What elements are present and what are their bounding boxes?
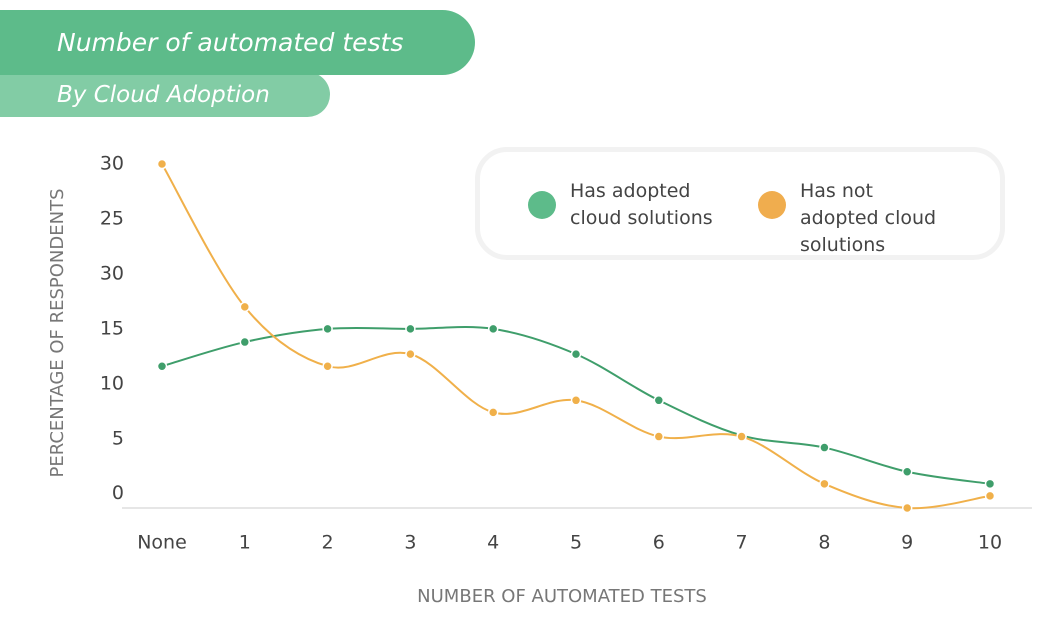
x-tick-label: 6 (653, 532, 665, 554)
data-point (901, 466, 913, 477)
data-point (322, 360, 333, 372)
x-tick-label: 10 (978, 532, 1002, 554)
data-point (239, 336, 251, 348)
x-tick-label: 7 (736, 532, 748, 554)
legend-swatch (528, 191, 556, 219)
x-tick-label: 5 (570, 532, 582, 554)
data-point (570, 348, 582, 360)
data-point (156, 360, 168, 372)
data-point (570, 395, 582, 406)
data-point (653, 395, 665, 406)
chart-subtitle: By Cloud Adoption (0, 72, 330, 117)
data-point (239, 301, 251, 313)
data-point (405, 323, 416, 335)
legend-label: Has adopted cloud solutions (570, 180, 713, 229)
y-tick-label: 10 (100, 372, 124, 394)
data-point (736, 431, 747, 442)
data-point (405, 348, 416, 360)
data-point (901, 502, 913, 514)
data-point (487, 323, 499, 335)
x-tick-label: 2 (322, 532, 334, 554)
data-point (819, 478, 830, 490)
y-tick-label: 0 (112, 482, 124, 504)
x-tick-label: 1 (239, 532, 251, 554)
legend: Has adopted cloud solutions Has not adopt… (475, 147, 1005, 260)
legend-item: Has not adopted cloud solutions (758, 178, 950, 259)
data-point (487, 407, 499, 418)
x-tick-label: 3 (404, 532, 416, 554)
x-tick-label: 9 (901, 532, 913, 554)
x-tick-label: 4 (487, 532, 499, 554)
y-axis-label: PERCENTAGE OF RESPONDENTS (47, 188, 68, 477)
y-tick-label: 25 (100, 207, 124, 229)
chart-title: Number of automated tests (0, 10, 475, 75)
legend-item: Has adopted cloud solutions (528, 178, 720, 232)
series-line (161, 163, 991, 510)
data-point (653, 431, 665, 442)
legend-swatch (758, 191, 786, 219)
y-tick-label: 5 (112, 427, 124, 449)
data-point (984, 490, 996, 502)
y-tick-label: 30 (100, 153, 124, 175)
data-point (984, 478, 996, 490)
x-tick-label: 8 (818, 532, 830, 554)
data-point (819, 442, 830, 453)
y-tick-label: 15 (100, 317, 124, 339)
data-point (322, 323, 333, 335)
y-tick-label: 30 (100, 262, 124, 284)
legend-label: Has not adopted cloud solutions (800, 180, 937, 256)
x-tick-label: None (137, 532, 187, 554)
data-point (156, 158, 168, 170)
x-axis-label: NUMBER OF AUTOMATED TESTS (417, 586, 707, 607)
